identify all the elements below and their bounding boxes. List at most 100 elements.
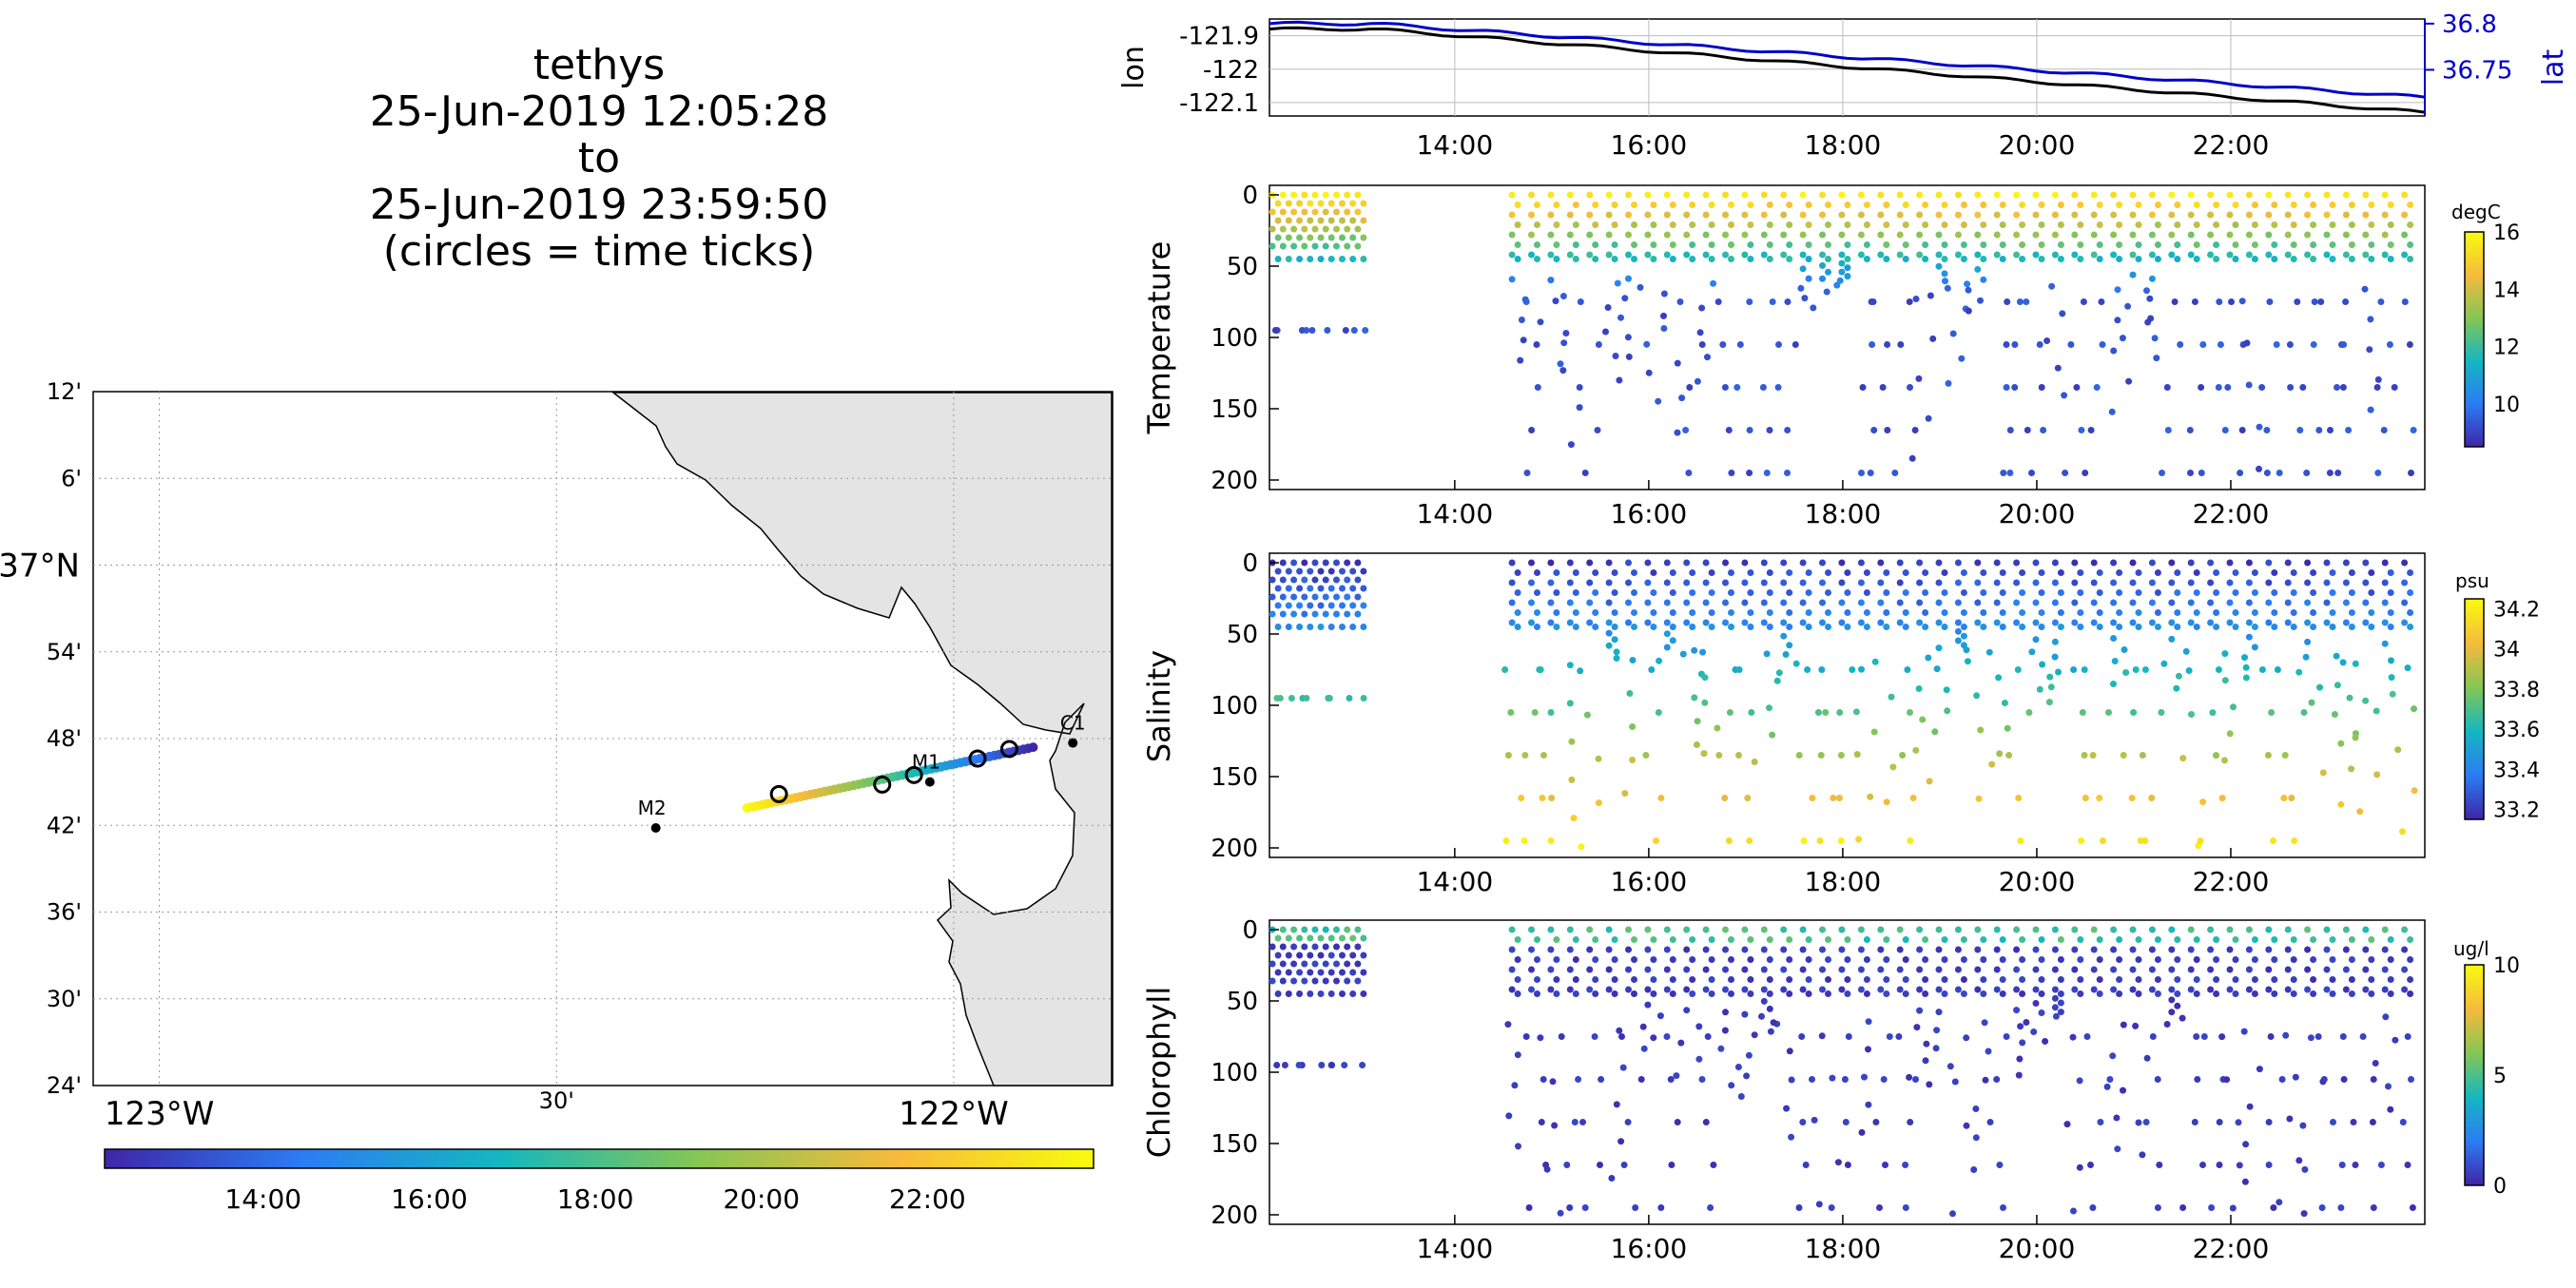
data-point [2304,191,2312,199]
data-point [1571,1119,1579,1125]
data-point [2232,589,2239,596]
data-point [1317,990,1325,997]
data-point [1916,986,1924,993]
data-point [2401,986,2409,993]
data-point [1547,966,1555,973]
data-point [1999,221,2006,228]
data-point [2146,295,2154,302]
data-point [1311,610,1319,618]
data-point [1728,990,1734,997]
data-point [1695,1055,1703,1063]
data-point [1747,569,1754,576]
data-point [1766,976,1773,983]
data-point [1617,1138,1625,1145]
data-point [1660,290,1668,298]
data-point [1935,619,1943,626]
data-point [1669,990,1676,997]
data-point [2387,221,2394,228]
data-point [1741,599,1749,606]
data-point [1307,969,1314,976]
data-point [1540,1076,1547,1083]
data-point [2245,251,2253,259]
data-point [2352,660,2359,667]
data-point [1774,384,1782,391]
data-point [1863,990,1870,997]
data-point [1974,579,1982,586]
data-point [1528,599,1535,606]
data-point [2051,211,2059,219]
data-point [2221,650,2229,658]
data-point [1362,327,1369,334]
data-point [1624,334,1632,341]
data-point [1508,251,1516,259]
data-point [1747,624,1754,630]
data-point [1993,946,2001,953]
data-point [2186,427,2194,433]
data-point [1307,217,1314,224]
data-point [2168,191,2176,199]
data-point [1339,602,1346,609]
data-point [1963,1122,1970,1129]
data-point [2271,256,2278,262]
data-point [1576,384,1583,391]
data-point [1895,1033,1903,1040]
data-point [1650,589,1657,596]
data-point [1722,599,1729,606]
data-point [1301,977,1308,985]
data-point [1683,986,1691,993]
data-point [2304,251,2312,259]
data-point [1999,936,2006,943]
data-point [2016,1055,2024,1063]
data-point [1667,1076,1675,1083]
data-point [2061,392,2068,399]
colorbar-tick-label: 12 [2493,336,2520,360]
data-point [1974,211,1982,219]
data-point [2271,202,2278,208]
data-point [2135,221,2142,228]
data-point [2284,559,2292,567]
data-point [1819,261,1826,269]
data-point [1871,658,1879,665]
data-point [1981,1019,1988,1027]
data-point [1819,599,1826,606]
data-point [1974,926,1982,933]
data-point [1728,202,1734,208]
data-point [1922,1057,1929,1065]
data-point [1941,589,1948,596]
data-point [1592,241,1599,248]
data-point [2251,644,2258,651]
data-point [1698,1076,1706,1083]
data-point [2381,231,2389,239]
data-point [1644,619,1652,626]
data-point [2191,298,2198,305]
data-point [1786,609,1793,616]
data-point [1307,934,1314,942]
data-point [2348,990,2355,997]
data-point [1786,256,1793,262]
data-point [1780,211,1788,219]
data-point [1566,191,1574,199]
data-point [1540,752,1547,759]
data-point [2038,569,2045,576]
data-point [1913,1024,1921,1031]
data-point [1701,699,1709,706]
data-point [1274,234,1282,241]
data-point [1592,936,1599,943]
data-point [1354,242,1362,250]
time-tick-label: 18:00 [1805,866,1882,897]
data-point [1317,200,1325,207]
data-point [1786,221,1793,228]
data-point [2148,275,2156,282]
lonlat-series [1269,20,2426,114]
data-point [1508,966,1516,973]
data-point [1702,986,1710,993]
data-point [2121,646,2128,653]
data-point [1744,795,1752,801]
data-point [1877,946,1885,953]
data-point [2339,659,2347,666]
data-point [1911,427,1919,433]
data-point [2148,966,2156,973]
data-point [2019,976,2026,983]
data-point [1916,946,1924,953]
